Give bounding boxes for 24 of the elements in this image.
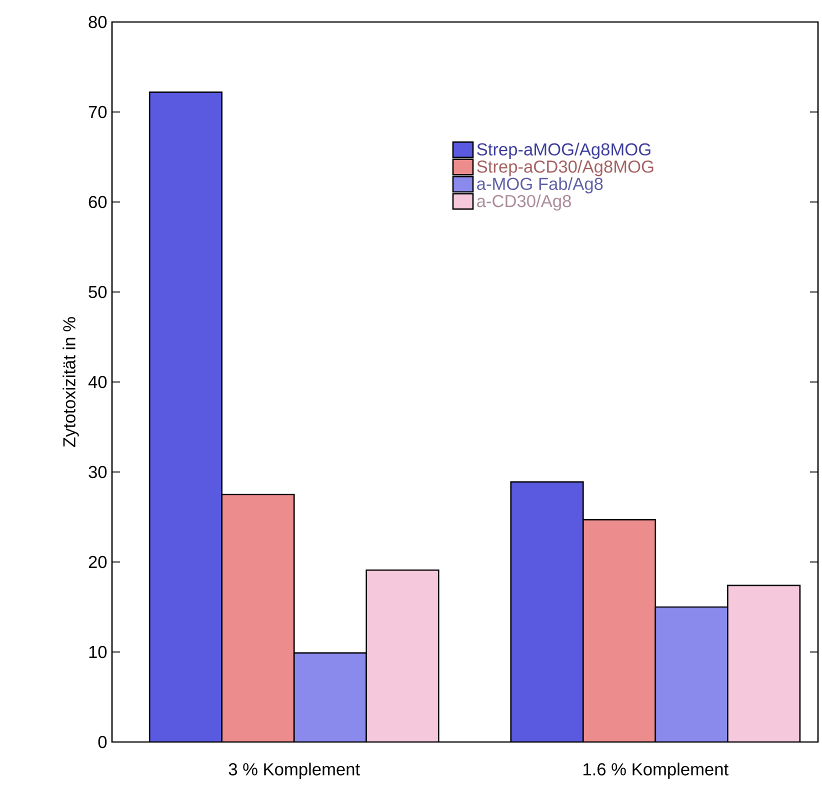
y-tick-label: 50 — [88, 286, 107, 298]
bar — [293, 652, 368, 742]
bar — [510, 481, 584, 742]
y-tick-label: 80 — [88, 16, 107, 28]
y-tick-label: 0 — [98, 736, 107, 748]
bar — [654, 606, 728, 742]
legend-label: a-MOG Fab/Ag8 — [477, 177, 603, 194]
legend-label: Strep-aCD30/Ag8MOG — [477, 160, 654, 176]
legend-label: a-CD30/Ag8 — [477, 194, 571, 211]
bar — [366, 569, 440, 742]
bar — [727, 584, 801, 742]
y-tick-label: 30 — [88, 466, 107, 478]
bar — [221, 494, 295, 742]
y-tick-label: 60 — [88, 196, 107, 208]
x-tick-label: 3 % Komplement — [228, 762, 360, 779]
legend-label: Strep-aMOG/Ag8MOG — [477, 142, 650, 159]
bar — [582, 519, 656, 742]
bar — [148, 92, 223, 742]
y-tick-label: 40 — [88, 376, 107, 388]
y-tick-label: 70 — [88, 106, 107, 118]
x-tick-label: 1.6 % Komplement — [584, 762, 728, 779]
y-tick-label: 10 — [89, 646, 107, 658]
y-axis-title: Zytotoxizität in % — [62, 317, 79, 447]
y-tick-label: 20 — [88, 556, 107, 568]
